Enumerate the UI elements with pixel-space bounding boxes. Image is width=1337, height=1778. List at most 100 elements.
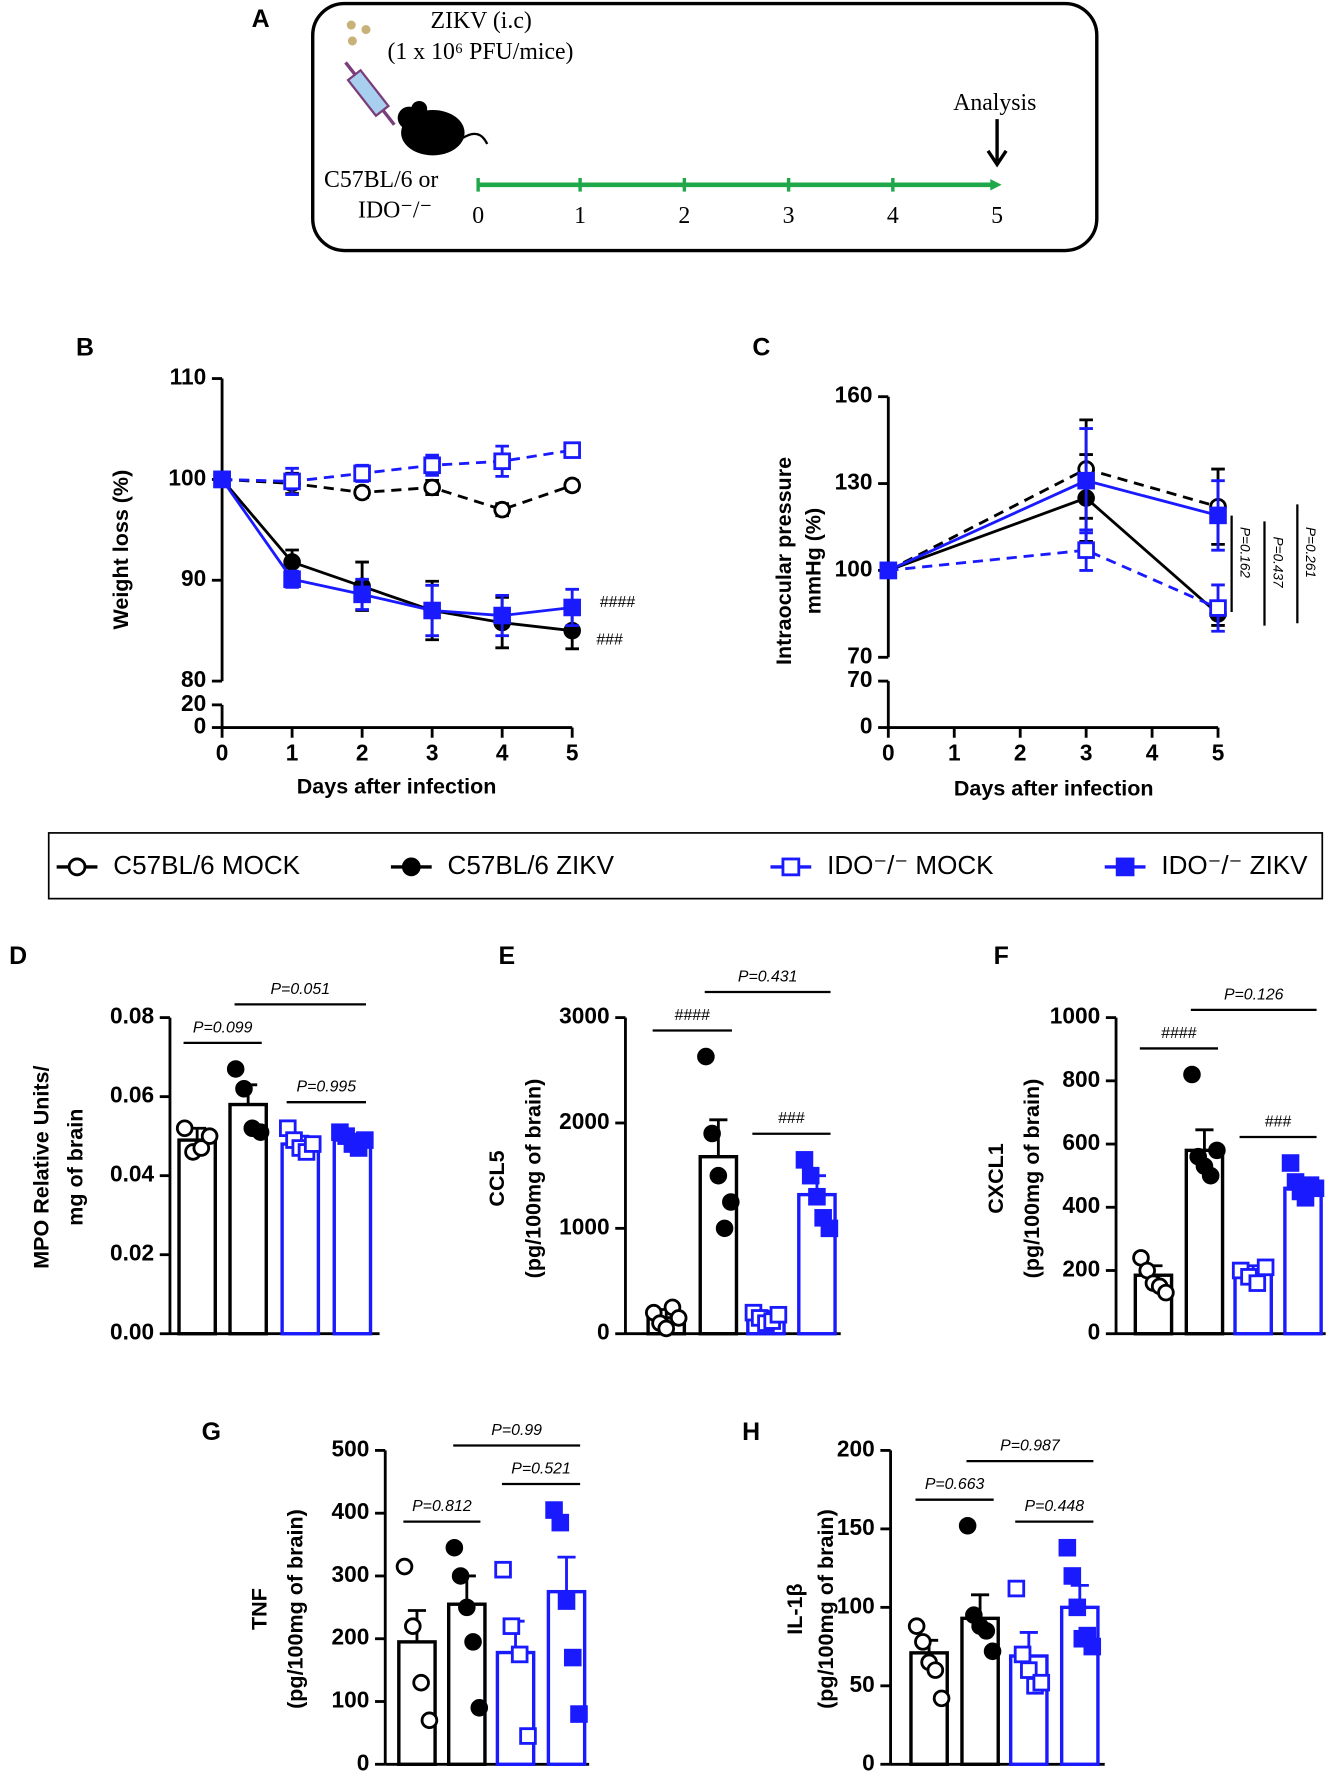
- panel-label: D: [9, 942, 27, 970]
- comparison-label: P=0.812: [412, 1498, 472, 1515]
- marker: [213, 470, 231, 489]
- y-tick-label: 600: [1062, 1129, 1100, 1155]
- y-tick-label: 400: [1062, 1192, 1100, 1218]
- marker: [1306, 1179, 1325, 1198]
- y-tick-label: 0: [860, 713, 873, 739]
- panel-label: E: [499, 942, 516, 970]
- y-tick-label: 100: [835, 555, 873, 581]
- y-tick-label: 200: [1062, 1255, 1100, 1281]
- marker: [303, 1135, 322, 1153]
- x-tick-label: 4: [1146, 740, 1159, 766]
- series-line: [887, 467, 1219, 572]
- y-tick-label: 200: [837, 1435, 875, 1461]
- y-tick-label: 0: [194, 713, 207, 739]
- marker: [493, 606, 511, 625]
- y-axis-label: (pg/100mg of brain): [814, 1509, 838, 1709]
- marker: [1208, 1141, 1226, 1160]
- series-line: [220, 478, 573, 617]
- bar: [177, 1138, 217, 1336]
- y-tick-label: 0.06: [110, 1082, 154, 1108]
- marker: [703, 1124, 721, 1143]
- series-line: [222, 448, 573, 483]
- legend-marker: [67, 857, 87, 877]
- y-tick-label: 0.04: [110, 1161, 154, 1187]
- y-tick-label: 800: [1062, 1066, 1100, 1092]
- y-tick-label: 1000: [559, 1213, 609, 1239]
- comparison-label: P=0.448: [1025, 1498, 1085, 1515]
- comparison-label: P=0.663: [925, 1476, 985, 1493]
- marker: [551, 1513, 570, 1532]
- y-tick-label: 110: [170, 364, 207, 390]
- marker: [1007, 1579, 1026, 1598]
- marker: [353, 585, 371, 604]
- bar: [495, 1650, 536, 1766]
- marker: [563, 441, 581, 459]
- inoculum-icon: [344, 20, 489, 156]
- marker: [722, 1193, 740, 1211]
- y-axis-label: mmHg (%): [801, 508, 825, 614]
- marker: [879, 561, 898, 580]
- y-tick-label: 0: [357, 1749, 370, 1775]
- timeline-day: 5: [991, 203, 1003, 229]
- marker: [226, 1060, 245, 1078]
- panel-label: F: [994, 942, 1009, 970]
- marker: [283, 570, 301, 589]
- series-line: [220, 478, 573, 633]
- y-axis-label: (pg/100mg of brain): [284, 1509, 308, 1709]
- comparison-label: P=0.431: [738, 968, 798, 985]
- endpoint-arrow: [986, 119, 1008, 168]
- timeline-head: [990, 179, 1002, 191]
- x-axis-label: Days after infection: [954, 777, 1154, 801]
- x-tick-label: 5: [566, 740, 579, 766]
- panel-label: B: [76, 334, 94, 362]
- panel-label: C: [752, 334, 770, 362]
- marker: [1083, 1637, 1102, 1656]
- x-tick-label: 5: [1212, 740, 1225, 766]
- marker: [283, 472, 301, 491]
- error-bar: [1195, 1128, 1214, 1151]
- y-tick-label: 80: [181, 666, 206, 692]
- y-axis-label: MPO Relative Units/: [30, 1066, 54, 1269]
- x-tick-label: 3: [426, 740, 439, 766]
- timeline-day: 4: [887, 203, 899, 229]
- x-tick-label: 0: [216, 740, 229, 766]
- y-tick-label: 100: [332, 1686, 370, 1712]
- y-tick-label: 300: [332, 1561, 370, 1587]
- marker: [709, 1166, 728, 1185]
- marker: [458, 1598, 476, 1617]
- marker: [470, 1699, 489, 1717]
- marker: [510, 1645, 529, 1664]
- y-axis-label: Weight loss (%): [109, 470, 133, 630]
- y-tick-label: 3000: [559, 1003, 609, 1029]
- marker: [657, 1319, 676, 1338]
- y-tick-label: 400: [332, 1498, 370, 1524]
- marker: [914, 1633, 932, 1651]
- marker: [451, 1567, 470, 1585]
- y-tick-label: 0: [862, 1749, 875, 1775]
- y-axis-label: CCL5: [485, 1150, 509, 1206]
- annotation: P=0.261: [1303, 527, 1318, 578]
- marker: [420, 1711, 439, 1730]
- comparison-label: P=0.987: [1000, 1438, 1061, 1455]
- y-axis-label: IL-1β: [783, 1583, 807, 1634]
- series-line: [887, 496, 1219, 615]
- y-tick-label: 0.00: [110, 1319, 154, 1345]
- x-tick-label: 2: [356, 740, 369, 766]
- marker: [808, 1187, 826, 1206]
- legend-marker: [781, 857, 801, 877]
- legend-box: [47, 832, 1324, 900]
- marker: [557, 1592, 576, 1610]
- y-axis-label: Intraocular pressure: [772, 457, 796, 665]
- marker: [445, 1538, 464, 1557]
- marker: [1068, 1598, 1087, 1617]
- marker: [1077, 541, 1095, 559]
- marker: [563, 1648, 582, 1667]
- legend-label: IDO⁻/⁻ ZIKV: [1161, 850, 1308, 880]
- x-axis-label: Days after infection: [297, 774, 497, 798]
- marker: [820, 1219, 839, 1238]
- marker: [1183, 1065, 1201, 1084]
- marker: [1063, 1567, 1082, 1585]
- marker: [769, 1305, 788, 1324]
- bar: [332, 1138, 373, 1336]
- marker: [1157, 1283, 1175, 1302]
